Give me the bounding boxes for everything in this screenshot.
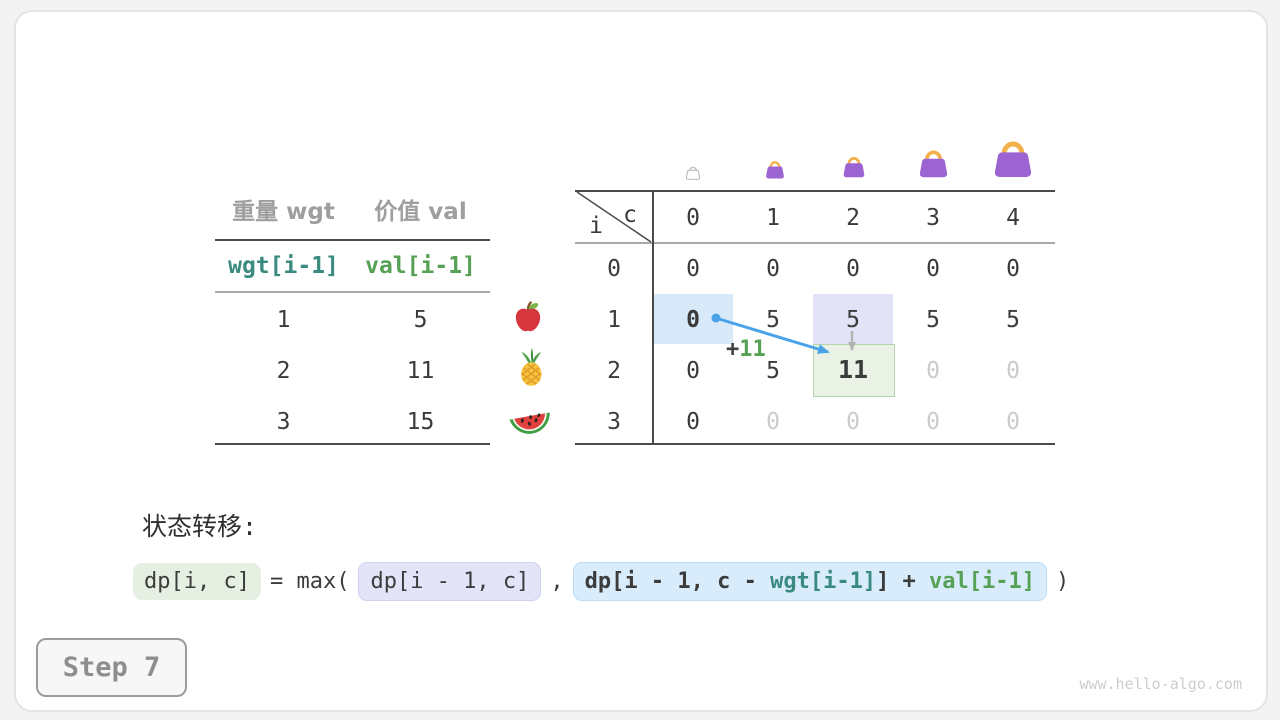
watermark: www.hello-algo.com [1079,675,1242,693]
dp-cell-1-2: 5 [846,307,860,333]
formula-separator: , [550,568,564,594]
dp-row-header-1: 1 [607,307,621,333]
bag-medium-icon [843,157,865,178]
items-col-value-header: 价值 val [374,199,467,225]
dp-cell-3-2: 0 [846,409,860,435]
items-subheader-wgt: wgt[i-1] [228,253,339,279]
formula-option2-wgt: wgt[i-1] [770,568,877,594]
dp-cell-2-2: 11 [837,355,869,384]
items-col-weight-header: 重量 wgt [232,199,335,225]
dp-cell-1-3: 5 [926,307,940,333]
dp-cell-3-4: 0 [1006,409,1020,435]
dp-row-header-3: 3 [607,409,621,435]
dp-col-header-3: 3 [926,205,940,231]
dp-row-header-2: 2 [607,358,621,384]
watermelon-icon [509,412,550,434]
item-2-value: 11 [406,358,435,384]
bag-xlarge-icon [994,141,1032,177]
dp-row-header-0: 0 [607,256,621,282]
dp-col-header-4: 4 [1006,205,1020,231]
dp-cell-0-2: 0 [846,256,860,282]
item-3-weight: 3 [276,409,291,435]
annotation-value: 11 [739,337,766,362]
apple-icon [515,301,541,332]
items-subheader-val: val[i-1] [365,253,476,279]
items-table-rule-top [215,239,490,241]
formula-option2-mid: ] + [876,568,930,594]
dp-cell-2-4: 0 [1006,358,1020,384]
dp-cell-2-3: 0 [926,358,940,384]
annotation-plus: + [726,337,740,362]
dp-cell-0-3: 0 [926,256,940,282]
dp-cell-1-1: 5 [766,307,780,333]
bag-empty-icon [685,166,701,180]
item-3-value: 15 [406,409,435,435]
transition-annotation: +11 [726,337,766,362]
bag-large-icon [919,150,948,178]
dp-table-rule-header [575,242,1055,244]
dp-cell-3-3: 0 [926,409,940,435]
dp-col-header-0: 0 [686,205,700,231]
formula-operator: = max( [269,568,350,594]
items-table-rule-mid [215,291,490,293]
pineapple-icon [521,348,542,386]
state-transition-formula: dp[i, c] = max( dp[i - 1, c] , dp[i - 1,… [133,558,1069,604]
dp-cell-1-4: 5 [1006,307,1020,333]
dp-table-rule-bottom [575,443,1055,445]
formula-option2-val: val[i-1] [929,568,1036,594]
dp-cell-3-1: 0 [766,409,780,435]
dp-cell-2-0: 0 [686,358,700,384]
dp-table-rule-top [575,190,1055,192]
items-table-rule-bottom [215,443,490,445]
dp-cell-3-0: 0 [686,409,700,435]
item-2-weight: 2 [276,358,291,384]
dp-col-header-2: 2 [846,205,860,231]
item-1-weight: 1 [276,307,291,333]
dp-corner-row-var: i [589,213,603,239]
dp-cell-0-4: 0 [1006,256,1020,282]
bag-small-icon [766,161,784,179]
dp-cell-0-0: 0 [686,256,700,282]
dp-cell-2-1: 5 [766,358,780,384]
formula-result-pill: dp[i, c] [133,562,261,600]
formula-section-label: 状态转移: [142,512,258,541]
formula-option1-pill: dp[i - 1, c] [358,561,542,601]
dp-col-header-1: 1 [766,205,780,231]
dp-cell-0-1: 0 [766,256,780,282]
formula-option2-pill: dp[i - 1, c - wgt[i-1]] + val[i-1] [572,561,1048,601]
step-badge: Step 7 [36,638,187,697]
formula-option2-prefix: dp[i - 1, c - [584,568,771,594]
dp-table-rule-vertical [652,190,654,445]
dp-cell-1-0: 0 [686,307,700,333]
formula-closing-paren: ) [1056,568,1070,594]
item-1-value: 5 [413,307,428,333]
